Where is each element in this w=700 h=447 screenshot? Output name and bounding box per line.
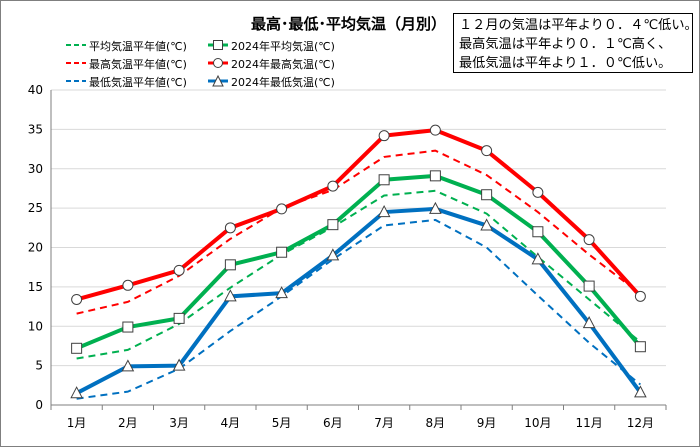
series-1-point-2 — [122, 321, 134, 333]
series-3-point-1 — [71, 293, 83, 305]
y-tick-label-25: 25 — [28, 201, 43, 215]
series-line-2 — [76, 149, 641, 315]
series-line-0 — [76, 189, 642, 360]
y-tick-label-10: 10 — [28, 319, 43, 333]
series-1-point-5 — [276, 246, 288, 258]
y-tick-label-40: 40 — [28, 83, 43, 97]
series-5-point-2 — [121, 359, 135, 372]
summary-note-line-3: 最低気温は平年より１．０℃低い。 — [459, 56, 672, 71]
summary-note-line-1: １２月の気温は平年より０．４℃低い。 — [459, 18, 698, 33]
series-1-point-3 — [173, 312, 185, 324]
x-tick-label-7: 7月 — [374, 416, 394, 430]
series-3-point-11 — [583, 234, 595, 246]
series-5-point-4 — [224, 289, 237, 302]
series-1-point-10 — [532, 226, 544, 238]
legend-label-avg-2024: 2024年平均気温(℃) — [231, 40, 335, 53]
series-5-point-6 — [326, 248, 340, 261]
series-5-point-12 — [634, 385, 647, 398]
x-tick-label-6: 6月 — [323, 416, 343, 430]
series-1-point-6 — [327, 219, 339, 231]
x-tick-label-3: 3月 — [169, 416, 189, 430]
y-tick-label-20: 20 — [28, 241, 43, 255]
series-3-point-12 — [634, 290, 646, 302]
x-tick-label-11: 11月 — [575, 416, 602, 430]
legend-label-max-2024: 2024年最高気温(℃) — [231, 58, 335, 71]
series-5-point-11 — [582, 316, 596, 329]
series-3-point-6 — [327, 180, 339, 192]
x-tick-label-2: 2月 — [118, 416, 138, 430]
y-tick-label-35: 35 — [28, 122, 43, 136]
summary-note-box: １２月の気温は平年より０．４℃低い。 最高気温は平年より０．１℃高く、 最低気温… — [453, 13, 698, 73]
summary-note-line-2: 最高気温は平年より０．１℃高く、 — [459, 37, 672, 52]
series-line-4 — [76, 218, 642, 400]
series-5-point-8 — [429, 201, 442, 214]
x-tick-label-5: 5月 — [272, 416, 292, 430]
series-5-point-3 — [172, 358, 186, 371]
series-3-point-9 — [481, 145, 493, 157]
series-3-point-8 — [429, 124, 441, 136]
y-tick-label-30: 30 — [28, 162, 43, 176]
series-5-point-1 — [70, 386, 83, 399]
legend-label-min-2024: 2024年最低気温(℃) — [231, 76, 335, 89]
series-3-point-3 — [173, 264, 185, 276]
legend-label-max-normal: 最高気温平年値(℃) — [89, 58, 187, 71]
series-line-3 — [76, 128, 642, 302]
x-tick-label-10: 10月 — [524, 416, 551, 430]
series-1-point-12 — [634, 341, 646, 353]
series-line-1 — [75, 173, 642, 351]
y-tick-label-0: 0 — [35, 398, 43, 412]
legend-label-min-normal: 最低気温平年値(℃) — [89, 76, 187, 89]
series-5-point-7 — [377, 204, 391, 218]
series-3-point-7 — [378, 130, 390, 142]
series-1-point-9 — [481, 189, 493, 201]
series-line-5 — [75, 206, 642, 395]
series-1-point-11 — [583, 280, 595, 292]
series-1-point-1 — [71, 342, 83, 354]
series-1-point-8 — [429, 170, 441, 182]
series-5-point-9 — [480, 218, 493, 231]
chart-title: 最高･最低･平均気温（月別） — [251, 15, 447, 33]
x-tick-label-9: 9月 — [477, 416, 497, 430]
x-tick-label-12: 12月 — [627, 416, 654, 430]
series-3-point-2 — [122, 279, 134, 291]
series-3-point-5 — [276, 203, 288, 215]
series-3-point-10 — [532, 186, 544, 198]
series-1-point-7 — [378, 174, 390, 186]
series-5-point-5 — [275, 286, 288, 299]
x-tick-label-4: 4月 — [221, 416, 241, 430]
y-tick-label-15: 15 — [28, 280, 43, 294]
legend-label-avg-normal: 平均気温平年値(℃) — [89, 40, 187, 53]
series-1-point-4 — [224, 259, 236, 271]
y-tick-label-5: 5 — [35, 359, 43, 373]
x-tick-label-8: 8月 — [426, 416, 446, 430]
x-tick-label-1: 1月 — [67, 416, 87, 430]
series-3-point-4 — [224, 222, 236, 234]
series-5-point-10 — [531, 252, 545, 265]
